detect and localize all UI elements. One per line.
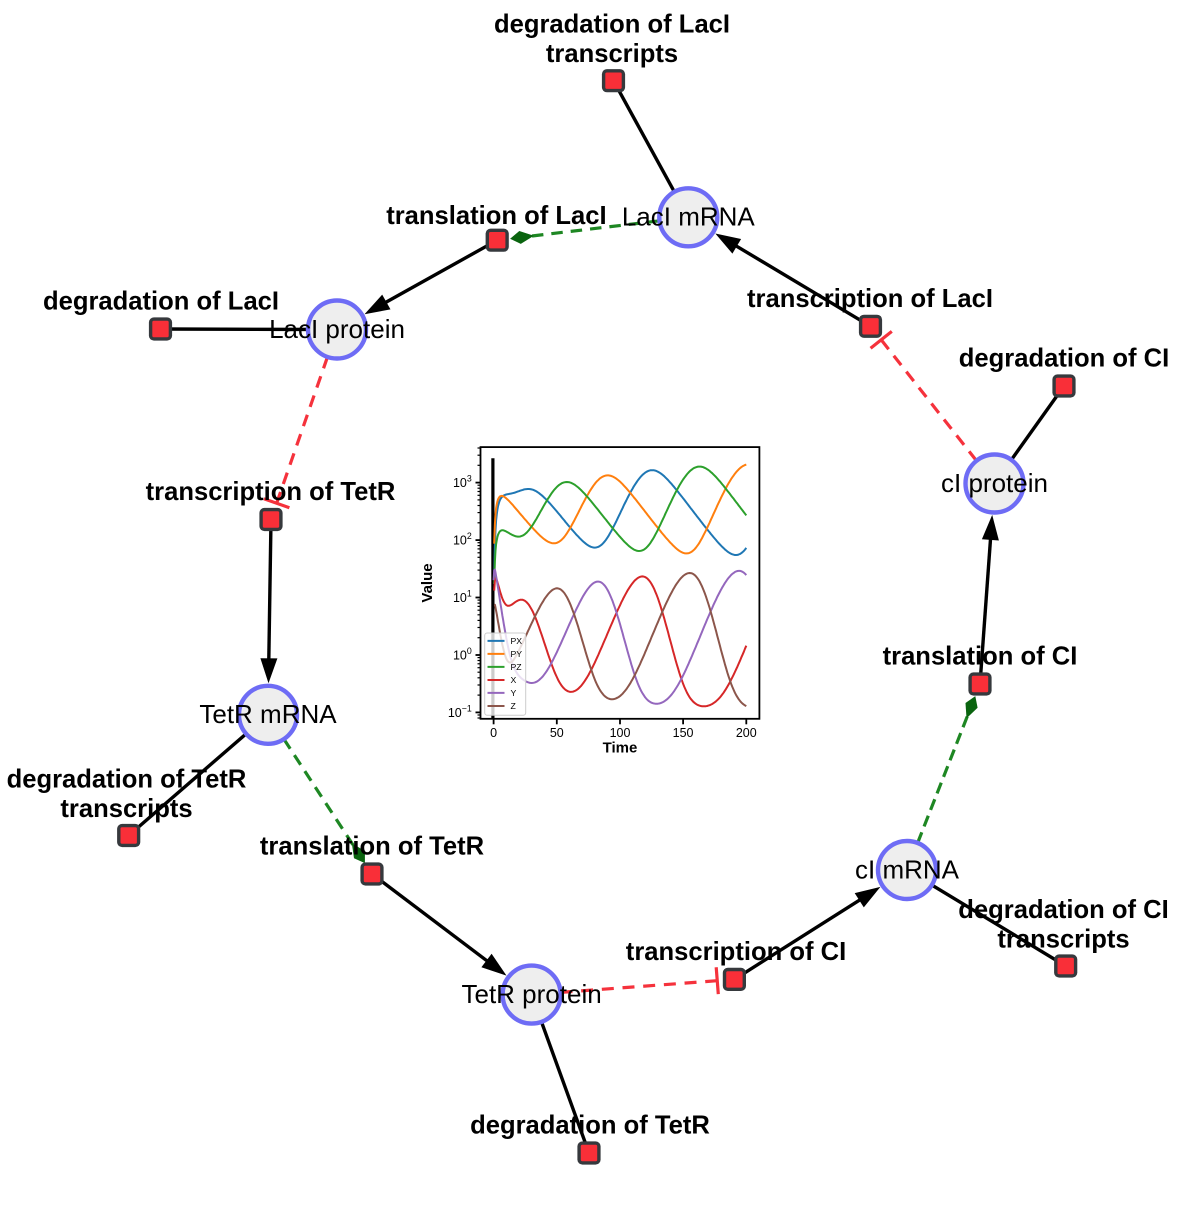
svg-text:PX: PX	[511, 636, 523, 646]
svg-text:0: 0	[490, 726, 497, 740]
svg-text:TetR protein: TetR protein	[462, 979, 602, 1009]
svg-text:degradation of TetR: degradation of TetR	[470, 1112, 710, 1140]
svg-text:transcription of CI: transcription of CI	[626, 938, 846, 966]
svg-text:cI protein: cI protein	[941, 468, 1048, 498]
svg-text:PZ: PZ	[511, 662, 523, 672]
svg-text:100: 100	[610, 726, 631, 740]
svg-text:degradation of CI: degradation of CI	[959, 345, 1169, 373]
svg-text:transcripts: transcripts	[546, 40, 678, 68]
svg-text:Y: Y	[511, 688, 517, 698]
svg-text:Value: Value	[419, 563, 436, 602]
svg-text:degradation of CI: degradation of CI	[958, 896, 1168, 924]
svg-text:degradation of LacI: degradation of LacI	[494, 11, 730, 39]
svg-text:150: 150	[673, 726, 694, 740]
svg-text:LacI protein: LacI protein	[269, 314, 405, 344]
svg-text:degradation of TetR: degradation of TetR	[7, 766, 247, 794]
svg-text:PY: PY	[511, 649, 523, 659]
svg-text:transcripts: transcripts	[60, 795, 192, 823]
svg-text:translation of TetR: translation of TetR	[260, 833, 484, 861]
svg-text:translation of LacI: translation of LacI	[386, 202, 606, 230]
svg-text:transcription of TetR: transcription of TetR	[146, 478, 396, 506]
svg-text:translation of CI: translation of CI	[883, 643, 1078, 671]
svg-text:transcription of LacI: transcription of LacI	[747, 285, 993, 313]
svg-text:200: 200	[736, 726, 757, 740]
svg-text:Z: Z	[511, 701, 517, 711]
svg-text:transcripts: transcripts	[997, 926, 1129, 954]
svg-text:50: 50	[550, 726, 564, 740]
svg-text:degradation of LacI: degradation of LacI	[43, 288, 279, 316]
svg-text:cI mRNA: cI mRNA	[855, 854, 960, 884]
svg-text:X: X	[511, 675, 517, 685]
svg-text:LacI mRNA: LacI mRNA	[622, 202, 756, 232]
svg-text:TetR mRNA: TetR mRNA	[199, 699, 337, 729]
svg-text:Time: Time	[603, 740, 638, 757]
